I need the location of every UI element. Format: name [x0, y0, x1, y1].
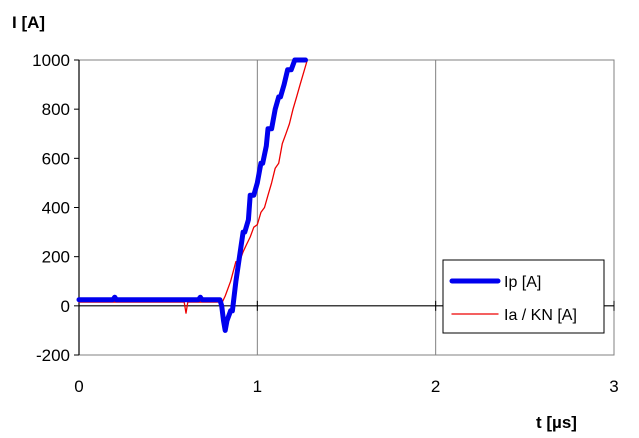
- y-tick-label-6: 1000: [32, 51, 70, 70]
- x-tick-label-1: 1: [253, 377, 262, 396]
- series-line-0: [76, 57, 308, 333]
- y-tick-label-0: -200: [36, 346, 70, 365]
- series-layer: [76, 57, 308, 333]
- x-tick-label-0: 0: [74, 377, 83, 396]
- legend-box: [442, 259, 605, 334]
- y-tick-label-1: 0: [61, 297, 70, 316]
- x-tick-label-3: 3: [609, 377, 618, 396]
- y-tick-label-4: 600: [42, 149, 70, 168]
- y-tick-label-2: 200: [42, 248, 70, 267]
- legend-label-0: Ip [A]: [504, 274, 541, 291]
- x-tick-label-2: 2: [431, 377, 440, 396]
- x-axis-label: t [µs]: [536, 413, 577, 432]
- y-axis-label: I [A]: [12, 13, 45, 32]
- y-tick-label-3: 400: [42, 199, 70, 218]
- legend-label-1: Ia / KN [A]: [504, 307, 577, 324]
- y-tick-label-5: 800: [42, 100, 70, 119]
- legend: Ip [A] Ia / KN [A]: [442, 259, 605, 334]
